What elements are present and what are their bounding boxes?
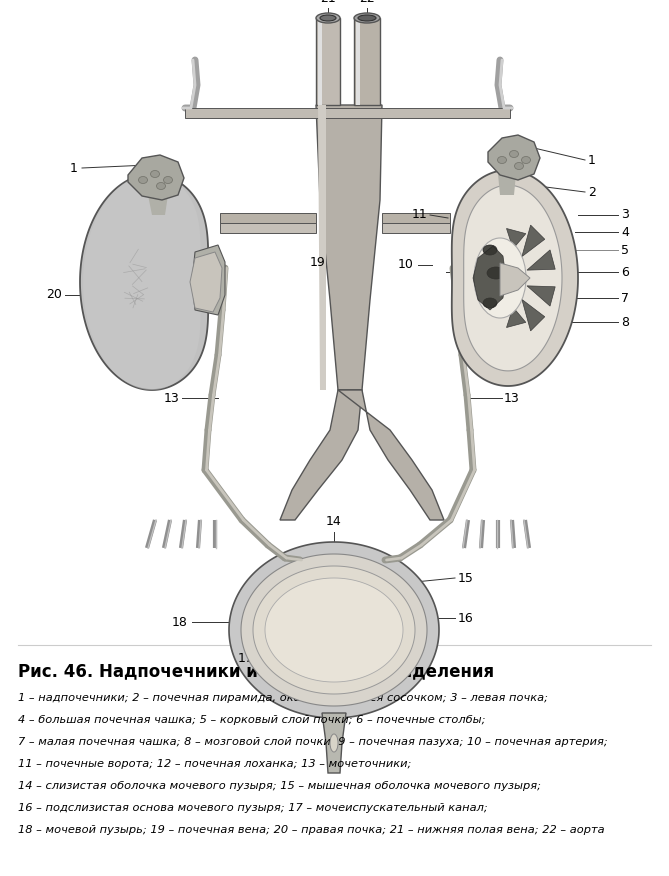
Text: 20: 20 [46,288,62,301]
Polygon shape [506,307,526,328]
Ellipse shape [522,157,531,164]
Polygon shape [253,566,415,694]
Text: 21: 21 [320,0,336,5]
Text: 1: 1 [70,161,78,174]
Text: 16 – подслизистая основа мочевого пузыря; 17 – мочеиспускательный канал;: 16 – подслизистая основа мочевого пузыря… [18,803,488,813]
Ellipse shape [474,238,526,318]
Text: 11: 11 [411,208,427,221]
Polygon shape [338,390,444,520]
Polygon shape [527,286,555,306]
Polygon shape [522,225,545,257]
Polygon shape [229,542,439,718]
Text: 14 – слизистая оболочка мочевого пузыря; 15 – мышечная оболочка мочевого пузыря;: 14 – слизистая оболочка мочевого пузыря;… [18,781,541,791]
Ellipse shape [138,176,147,183]
Polygon shape [241,554,427,706]
Polygon shape [190,252,222,312]
Text: 17: 17 [238,652,254,665]
Polygon shape [522,300,545,331]
Polygon shape [80,174,208,390]
Polygon shape [318,105,326,390]
Polygon shape [382,213,450,223]
Text: 6: 6 [621,265,629,279]
Text: 8: 8 [621,315,629,328]
Ellipse shape [487,267,505,279]
Text: 1: 1 [588,153,596,166]
Ellipse shape [316,13,340,23]
Polygon shape [527,250,555,270]
Polygon shape [83,174,201,390]
Text: 10: 10 [398,258,414,272]
Polygon shape [382,223,450,233]
Polygon shape [316,105,382,390]
Polygon shape [500,263,530,296]
Polygon shape [498,174,516,195]
Text: 12: 12 [464,348,480,361]
Polygon shape [280,390,362,520]
Text: 11 – почечные ворота; 12 – почечная лоханка; 13 – мочеточники;: 11 – почечные ворота; 12 – почечная лоха… [18,759,411,769]
Polygon shape [318,18,322,105]
Text: 7: 7 [621,292,629,305]
Text: 14: 14 [326,515,342,528]
Polygon shape [506,229,526,249]
Text: 7 – малая почечная чашка; 8 – мозговой слой почки; 9 – почечная пазуха; 10 – поч: 7 – малая почечная чашка; 8 – мозговой с… [18,737,607,747]
Text: 9: 9 [462,265,470,279]
Text: 13: 13 [163,392,179,405]
Text: 18 – мочевой пузырь; 19 – почечная вена; 20 – правая почка; 21 – нижняя полая ве: 18 – мочевой пузырь; 19 – почечная вена;… [18,825,605,835]
Text: 13: 13 [504,392,520,405]
Polygon shape [473,246,506,310]
Polygon shape [192,245,225,315]
Ellipse shape [354,13,380,23]
Text: 16: 16 [458,611,474,625]
Text: 3: 3 [621,208,629,222]
Polygon shape [220,223,316,233]
Polygon shape [148,195,168,215]
Polygon shape [322,713,346,773]
Ellipse shape [157,182,165,189]
Text: 15: 15 [458,571,474,584]
Ellipse shape [483,298,497,308]
Polygon shape [354,18,380,105]
Ellipse shape [498,157,506,164]
Ellipse shape [320,15,336,21]
Text: 19: 19 [310,256,326,269]
Polygon shape [316,18,340,105]
Ellipse shape [330,734,338,752]
Polygon shape [185,108,510,118]
Text: 1 – надпочечники; 2 – почечная пирамида, оканчивающаяся сосочком; 3 – левая почк: 1 – надпочечники; 2 – почечная пирамида,… [18,693,548,703]
Ellipse shape [510,151,518,158]
Ellipse shape [151,171,159,178]
Text: 5: 5 [621,244,629,257]
Text: 18: 18 [172,616,188,628]
Polygon shape [220,213,316,223]
Ellipse shape [483,245,497,255]
Ellipse shape [514,163,524,169]
Text: 4: 4 [621,225,629,238]
Polygon shape [128,155,184,200]
Polygon shape [265,578,403,682]
Polygon shape [488,135,540,180]
Text: Рис. 46. Надпочечники и органы мочевыделения: Рис. 46. Надпочечники и органы мочевыдел… [18,663,494,681]
Ellipse shape [163,176,173,183]
Ellipse shape [358,15,376,21]
Text: 2: 2 [588,186,596,199]
Polygon shape [452,170,578,386]
Polygon shape [356,18,360,105]
Polygon shape [464,185,562,371]
Text: 22: 22 [359,0,375,5]
Text: 4 – большая почечная чашка; 5 – корковый слой почки; 6 – почечные столбы;: 4 – большая почечная чашка; 5 – корковый… [18,715,486,725]
